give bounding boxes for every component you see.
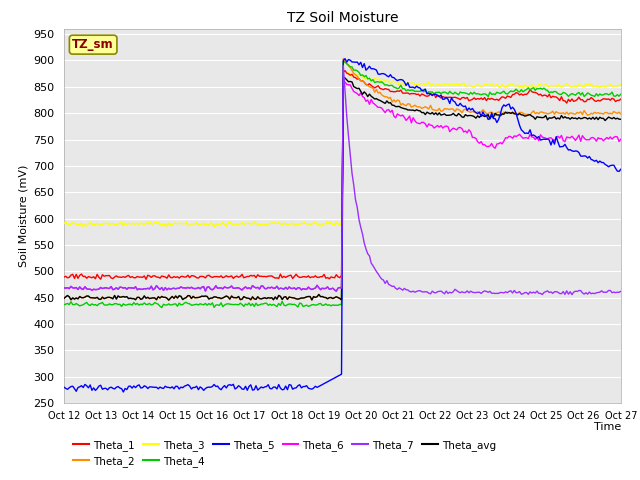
Text: TZ_sm: TZ_sm — [72, 38, 114, 51]
Y-axis label: Soil Moisture (mV): Soil Moisture (mV) — [19, 165, 29, 267]
Title: TZ Soil Moisture: TZ Soil Moisture — [287, 11, 398, 25]
Legend: Theta_1, Theta_2, Theta_3, Theta_4, Theta_5, Theta_6, Theta_7, Theta_avg: Theta_1, Theta_2, Theta_3, Theta_4, Thet… — [69, 436, 500, 471]
X-axis label: Time: Time — [593, 422, 621, 432]
